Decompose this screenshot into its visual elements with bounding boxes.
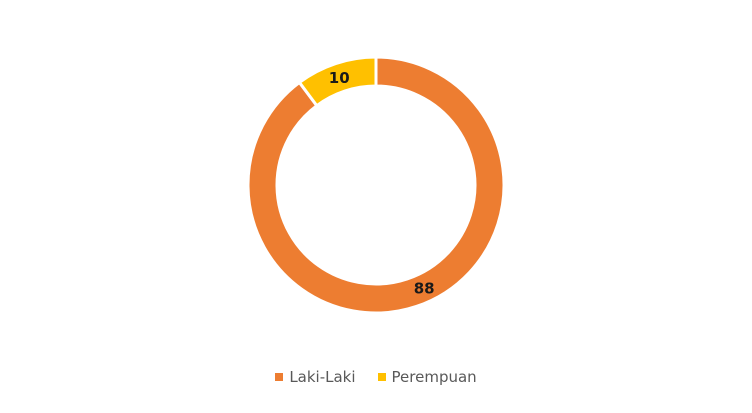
data-label-laki-laki: 88 — [414, 279, 435, 297]
chart-legend: Laki-Laki Perempuan — [0, 366, 752, 388]
legend-swatch-perempuan — [377, 373, 386, 381]
legend-label-laki-laki: Laki-Laki — [289, 368, 356, 386]
legend-label-perempuan: Perempuan — [391, 368, 477, 386]
doughnut-slice-laki-laki — [246, 55, 506, 315]
legend-item-laki-laki: Laki-Laki — [275, 368, 356, 386]
legend-swatch-laki-laki — [275, 373, 284, 381]
doughnut-slice-perempuan — [297, 55, 378, 108]
legend-item-perempuan: Perempuan — [377, 368, 477, 386]
data-label-perempuan: 10 — [329, 69, 350, 87]
